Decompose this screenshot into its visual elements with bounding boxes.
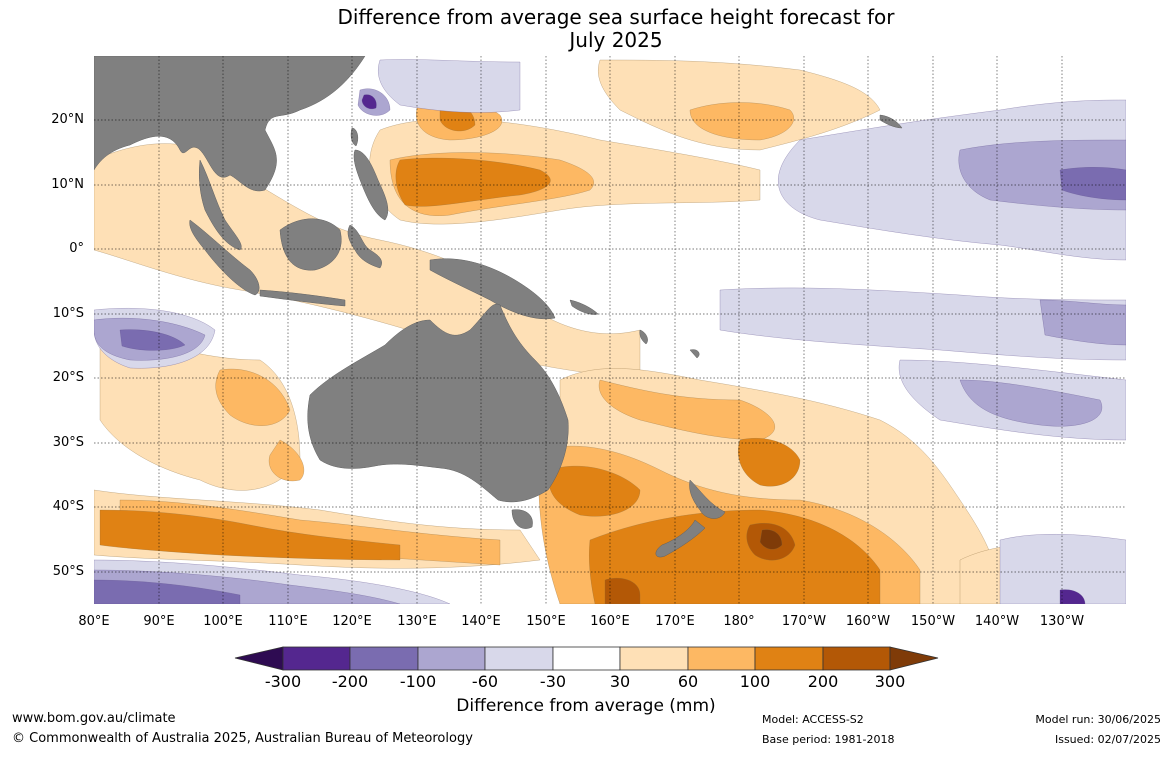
colorbar-bin xyxy=(417,646,486,671)
land xyxy=(94,56,903,558)
lon-tick-label: 180° xyxy=(723,614,755,629)
footer-base-period: Base period: 1981-2018 xyxy=(762,733,895,746)
colorbar-bin xyxy=(822,646,891,671)
lon-tick-label: 150°E xyxy=(526,614,566,629)
lon-tick-label: 140°E xyxy=(461,614,501,629)
lon-tick-label: 110°E xyxy=(268,614,308,629)
colorbar-label: 300 xyxy=(874,672,906,691)
colorbar-label: -200 xyxy=(331,672,369,691)
colorbar-label: -100 xyxy=(399,672,437,691)
lon-tick-label: 100°E xyxy=(203,614,243,629)
lat-tick-label: 30°S xyxy=(52,435,84,450)
colorbar-arrow-left xyxy=(234,646,284,671)
lon-tick-label: 130°E xyxy=(397,614,437,629)
lon-tick-label: 170°W xyxy=(781,614,827,629)
land-new-guinea xyxy=(429,258,556,320)
lon-tick-label: 160°E xyxy=(590,614,630,629)
lat-tick-label: 10°N xyxy=(51,177,84,192)
land-new-zealand-north xyxy=(689,479,726,519)
lon-tick-label: 160°W xyxy=(845,614,891,629)
lon-tick-label: 90°E xyxy=(143,614,175,629)
footer-copyright: © Commonwealth of Australia 2025, Austra… xyxy=(12,731,473,746)
land-new-zealand-south xyxy=(655,519,706,558)
lat-tick-label: 50°S xyxy=(52,564,84,579)
land-solomon xyxy=(569,299,599,315)
colorbar-title: Difference from average (mm) xyxy=(456,696,716,716)
colorbar-label: 100 xyxy=(739,672,771,691)
graticule xyxy=(94,56,1126,604)
anomaly-field-negative xyxy=(94,59,1126,604)
colorbar-bin xyxy=(619,646,689,671)
colorbar-bin xyxy=(687,646,756,671)
lon-tick-label: 170°E xyxy=(655,614,695,629)
colorbar-label: 60 xyxy=(677,672,699,691)
lon-tick-label: 150°W xyxy=(910,614,956,629)
lon-tick-label: 120°E xyxy=(332,614,372,629)
footer-model-run: Model run: 30/06/2025 xyxy=(1035,713,1161,726)
land-java xyxy=(259,289,346,307)
footer-issued: Issued: 02/07/2025 xyxy=(1054,733,1161,746)
colorbar-label: -60 xyxy=(471,672,499,691)
footer-model: Model: ACCESS-S2 xyxy=(762,713,864,726)
map-title-line2: July 2025 xyxy=(569,28,663,52)
lat-tick-label: 20°S xyxy=(52,370,84,385)
lat-tick-label: 10°S xyxy=(52,306,84,321)
land-hawaii xyxy=(879,114,903,129)
footer-website: www.bom.gov.au/climate xyxy=(12,711,176,726)
land-taiwan xyxy=(350,127,359,147)
lon-tick-label: 80°E xyxy=(78,614,110,629)
land-malay-peninsula xyxy=(198,159,242,251)
colorbar-bin xyxy=(484,646,554,671)
land-borneo xyxy=(279,218,342,271)
colorbar-label: 30 xyxy=(609,672,631,691)
lat-tick-label: 20°N xyxy=(51,112,84,127)
land-australia xyxy=(307,303,569,503)
lon-tick-label: 130°W xyxy=(1039,614,1085,629)
lat-tick-label: 0° xyxy=(69,241,84,256)
map-title-line1: Difference from average sea surface heig… xyxy=(337,5,895,29)
lat-tick-label: 40°S xyxy=(52,499,84,514)
land-sulawesi xyxy=(347,224,382,269)
land-asia xyxy=(94,56,366,192)
colorbar-label: 200 xyxy=(807,672,839,691)
colorbar-bin xyxy=(282,646,351,671)
colorbar-label: -300 xyxy=(264,672,302,691)
lon-tick-label: 140°W xyxy=(974,614,1020,629)
colorbar-bin xyxy=(349,646,419,671)
land-tasmania xyxy=(511,509,533,529)
colorbar xyxy=(234,646,939,671)
colorbar-bin xyxy=(552,646,621,671)
colorbar-label: -30 xyxy=(539,672,567,691)
land-vanuatu-fiji xyxy=(639,329,700,359)
colorbar-arrow-right xyxy=(889,646,939,671)
land-sumatra xyxy=(189,219,260,296)
colorbar-bin xyxy=(754,646,824,671)
